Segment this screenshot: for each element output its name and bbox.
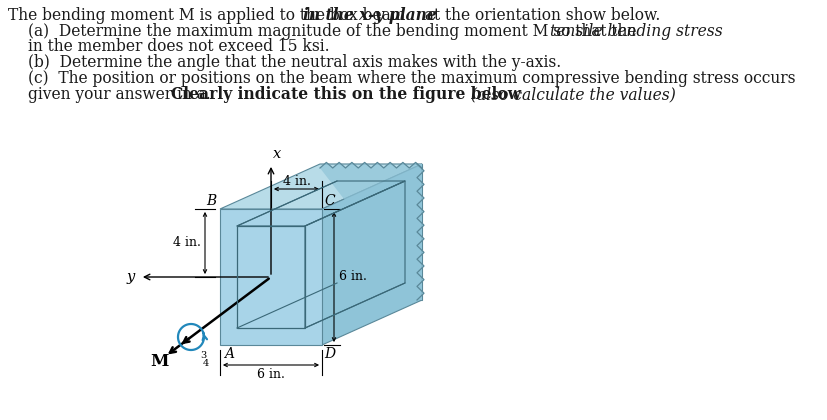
Text: 4 in.: 4 in. <box>173 236 201 249</box>
Text: (b)  Determine the angle that the neutral axis makes with the y-axis.: (b) Determine the angle that the neutral… <box>28 54 561 71</box>
Text: (also calculate the values): (also calculate the values) <box>466 86 675 103</box>
Polygon shape <box>220 209 322 345</box>
Text: C: C <box>323 194 334 208</box>
Polygon shape <box>319 163 423 300</box>
Text: 4: 4 <box>203 360 209 368</box>
Polygon shape <box>319 164 422 300</box>
Text: B: B <box>205 194 216 208</box>
Text: in the x-y plane: in the x-y plane <box>303 7 436 24</box>
Polygon shape <box>417 164 423 300</box>
Text: The bending moment M is applied to the box beam: The bending moment M is applied to the b… <box>8 7 409 24</box>
Polygon shape <box>322 164 422 345</box>
Text: 6 in.: 6 in. <box>256 368 284 381</box>
Text: at the orientation show below.: at the orientation show below. <box>419 7 660 24</box>
Text: 6 in.: 6 in. <box>338 270 366 284</box>
Text: (c)  The position or positions on the beam where the maximum compressive bending: (c) The position or positions on the bea… <box>28 70 795 87</box>
Text: y: y <box>127 270 135 284</box>
Text: 3: 3 <box>199 352 206 360</box>
Text: Clearly indicate this on the figure below: Clearly indicate this on the figure belo… <box>171 86 520 103</box>
Text: x: x <box>273 147 281 161</box>
Text: in the member does not exceed 15 ksi.: in the member does not exceed 15 ksi. <box>28 38 329 55</box>
Text: (a)  Determine the maximum magnitude of the bending moment M so that the: (a) Determine the maximum magnitude of t… <box>28 23 641 40</box>
Text: M: M <box>150 352 168 370</box>
Text: tensile bending stress: tensile bending stress <box>549 23 722 40</box>
Text: D: D <box>323 347 335 361</box>
Text: given your answer in a.: given your answer in a. <box>28 86 215 103</box>
Polygon shape <box>220 164 422 209</box>
Text: 4 in.: 4 in. <box>282 175 310 188</box>
Text: A: A <box>224 347 234 361</box>
